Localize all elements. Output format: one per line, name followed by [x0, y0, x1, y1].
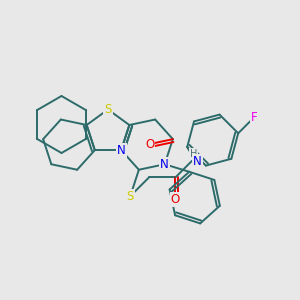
- Text: H: H: [190, 149, 197, 159]
- Text: O: O: [171, 194, 180, 206]
- Text: N: N: [193, 155, 202, 168]
- Text: S: S: [104, 103, 112, 116]
- Text: N: N: [160, 158, 169, 171]
- Text: F: F: [251, 111, 257, 124]
- Text: O: O: [145, 138, 154, 151]
- Text: S: S: [127, 190, 134, 202]
- Text: N: N: [117, 144, 126, 157]
